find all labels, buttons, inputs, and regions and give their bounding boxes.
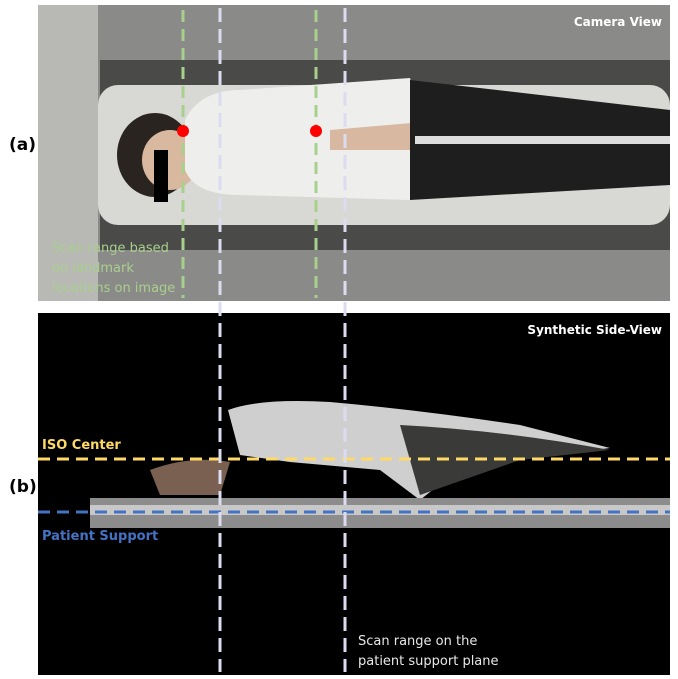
landmark-dot: [310, 125, 322, 137]
panel-label: (a): [9, 135, 36, 155]
annotation-line: Scan range based: [52, 241, 169, 256]
panel-title: Camera View: [574, 15, 662, 29]
side-background: [38, 313, 670, 675]
iso-center-label: ISO Center: [42, 438, 121, 453]
patient-support-label: Patient Support: [42, 529, 158, 544]
annotation-line: on landmark: [52, 261, 134, 276]
face-mask: [154, 150, 168, 202]
floor: [38, 5, 98, 301]
annotation-line: locations on image: [52, 281, 175, 296]
camera-panel: Camera View Scan range based on landmark…: [38, 5, 670, 301]
side-view-panel: Synthetic Side-View ISO Center Patient S…: [38, 313, 670, 675]
figure: Camera View Scan range based on landmark…: [0, 0, 678, 675]
landmark-dot: [177, 125, 189, 137]
annotation-line: patient support plane: [358, 654, 499, 669]
panel-title: Synthetic Side-View: [527, 323, 662, 337]
annotation-line: Scan range on the: [358, 634, 477, 649]
panel-label: (b): [9, 477, 37, 497]
